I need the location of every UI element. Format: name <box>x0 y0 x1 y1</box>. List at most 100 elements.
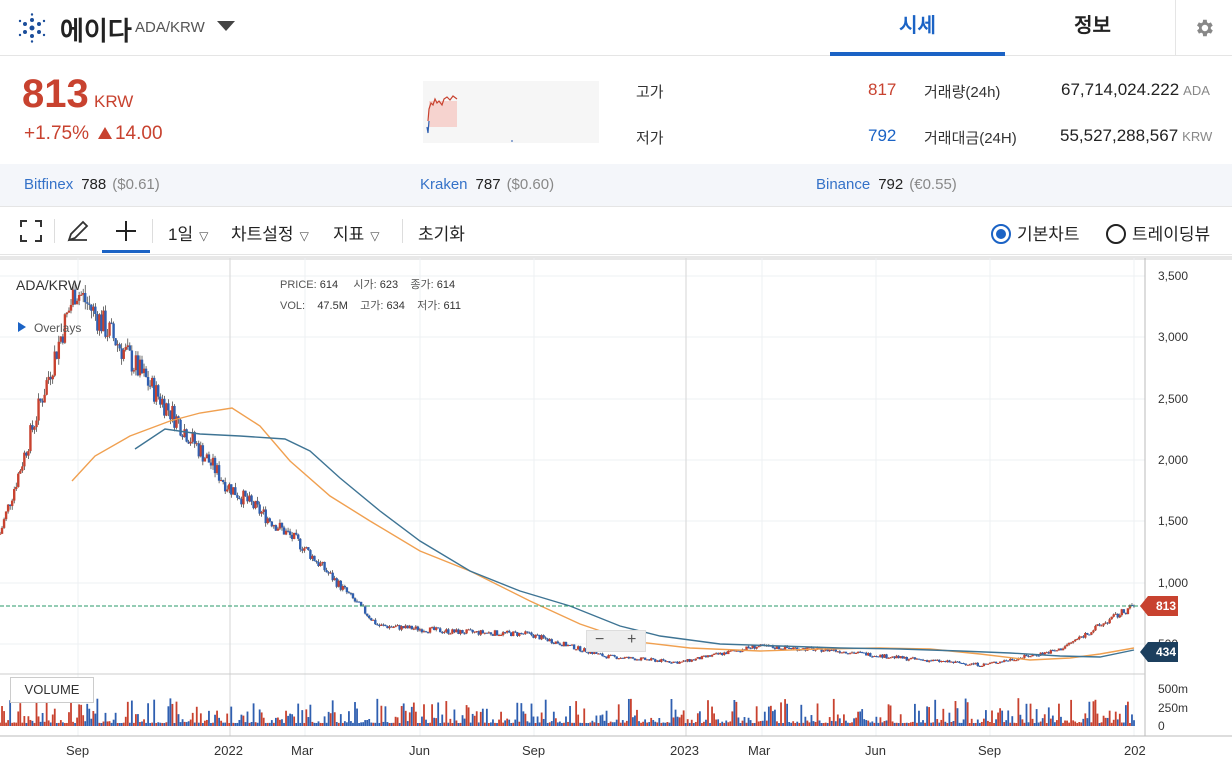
zoom-out-button[interactable]: − <box>595 631 605 648</box>
candle-body <box>597 653 600 655</box>
volume-bar <box>674 709 677 726</box>
price-chart[interactable]: ADA/KRW Overlays PRICE: 614 시가: 623 종가: … <box>0 256 1232 767</box>
volume-bar <box>315 723 318 726</box>
overlays-toggle[interactable]: Overlays <box>18 321 81 335</box>
candle-body <box>619 657 622 659</box>
candle-body <box>376 624 379 626</box>
volume-bar <box>820 722 823 726</box>
trading-view-radio[interactable]: 트레이딩뷰 <box>1106 220 1210 245</box>
candle-body <box>664 660 667 662</box>
price-chart-canvas[interactable] <box>0 256 1232 767</box>
candle-body <box>536 634 539 636</box>
exchange-kraken[interactable]: Kraken 787 ($0.60) <box>420 176 554 193</box>
volume-bar <box>181 719 184 726</box>
candle-body <box>964 663 967 665</box>
candle-body <box>27 451 30 456</box>
candle-body <box>733 650 736 652</box>
ohlc-readout-row2: VOL: 47.5M 고가: 634 저가: 611 <box>280 297 461 313</box>
volume-bar <box>857 711 860 726</box>
candle-body <box>477 631 480 635</box>
volume-bar <box>784 699 786 726</box>
candle-body <box>599 653 602 655</box>
candle-body <box>840 652 844 654</box>
volume-bar <box>926 706 928 726</box>
ohlc-readout-row1: PRICE: 614 시가: 623 종가: 614 <box>280 276 455 292</box>
exchange-binance[interactable]: Binance 792 (€0.55) <box>816 176 957 193</box>
candle-body <box>858 651 862 653</box>
pencil-icon[interactable] <box>64 217 92 245</box>
volume-bar <box>295 722 298 726</box>
candle-body <box>510 632 513 637</box>
candle-body <box>201 445 205 462</box>
volume-bar <box>958 722 961 726</box>
candle-body <box>862 652 866 654</box>
volume-bar <box>1088 701 1091 726</box>
volume-bar <box>197 722 200 726</box>
volume-bar <box>692 723 695 726</box>
interval-select[interactable]: 1일 ▽ <box>168 220 208 245</box>
volume-tick: 0 <box>1158 719 1165 733</box>
candle-body <box>921 659 925 661</box>
candle-body <box>25 452 28 456</box>
tab-price[interactable]: 시세 <box>830 0 1005 56</box>
volume-bar <box>563 722 565 726</box>
volume-bar <box>396 717 399 726</box>
volume-bar <box>319 722 322 726</box>
volume-bar <box>753 722 756 726</box>
volume-bar <box>595 715 598 726</box>
volume-bar <box>682 710 685 726</box>
candle-body <box>591 651 594 654</box>
volume-bar <box>970 718 973 726</box>
candle-body <box>436 627 440 629</box>
volume-bar <box>1005 720 1008 726</box>
exchange-price: 788 <box>81 176 107 193</box>
volume-bar <box>3 711 5 726</box>
indicators-menu[interactable]: 지표 ▽ <box>333 220 380 245</box>
volume-bar <box>1120 722 1123 726</box>
candle-body <box>230 484 233 495</box>
candle-body <box>353 598 357 602</box>
volume-bar <box>1086 718 1089 726</box>
basic-chart-radio[interactable]: 기본차트 <box>991 220 1080 245</box>
chevron-down-icon[interactable] <box>217 21 235 31</box>
zoom-in-button[interactable]: + <box>627 631 637 648</box>
candle-body <box>191 432 194 442</box>
volume-bar <box>826 722 829 726</box>
volume-bar <box>751 722 754 726</box>
volume-bar <box>441 714 444 726</box>
chart-settings-menu[interactable]: 차트설정 ▽ <box>231 220 309 245</box>
volume-bar <box>561 722 563 726</box>
volume-bar <box>459 722 462 726</box>
volume-bar <box>483 722 486 726</box>
volume-bar <box>128 722 131 726</box>
fullscreen-icon[interactable] <box>17 217 45 245</box>
candle-body <box>106 335 109 337</box>
high-label: 고가 <box>636 84 664 101</box>
candle-body <box>909 658 913 660</box>
candle-body <box>232 487 235 495</box>
candle-body <box>136 355 140 376</box>
candle-body <box>386 626 389 629</box>
exchange-bitfinex[interactable]: Bitfinex 788 ($0.61) <box>24 176 160 193</box>
volume-bar <box>587 723 590 726</box>
candle-body <box>481 630 485 634</box>
crosshair-icon[interactable] <box>112 217 140 245</box>
candle-body <box>290 534 294 539</box>
tab-info[interactable]: 정보 <box>1074 15 1111 37</box>
volume-bar <box>731 711 734 726</box>
volume-bar <box>698 711 701 726</box>
candle-body <box>1120 609 1124 616</box>
volume-bar <box>51 714 54 726</box>
candle-body <box>919 659 923 661</box>
candle-body <box>209 462 213 466</box>
candle-body <box>889 657 892 659</box>
candle-body <box>629 657 633 659</box>
volume-bar <box>23 716 26 726</box>
candle-body <box>443 631 446 633</box>
candle-body <box>688 659 691 662</box>
candle-body <box>631 657 635 659</box>
settings-button[interactable] <box>1175 0 1232 56</box>
candle-body <box>927 660 931 662</box>
reset-button[interactable]: 초기화 <box>418 225 465 244</box>
candle-body <box>1126 608 1130 615</box>
